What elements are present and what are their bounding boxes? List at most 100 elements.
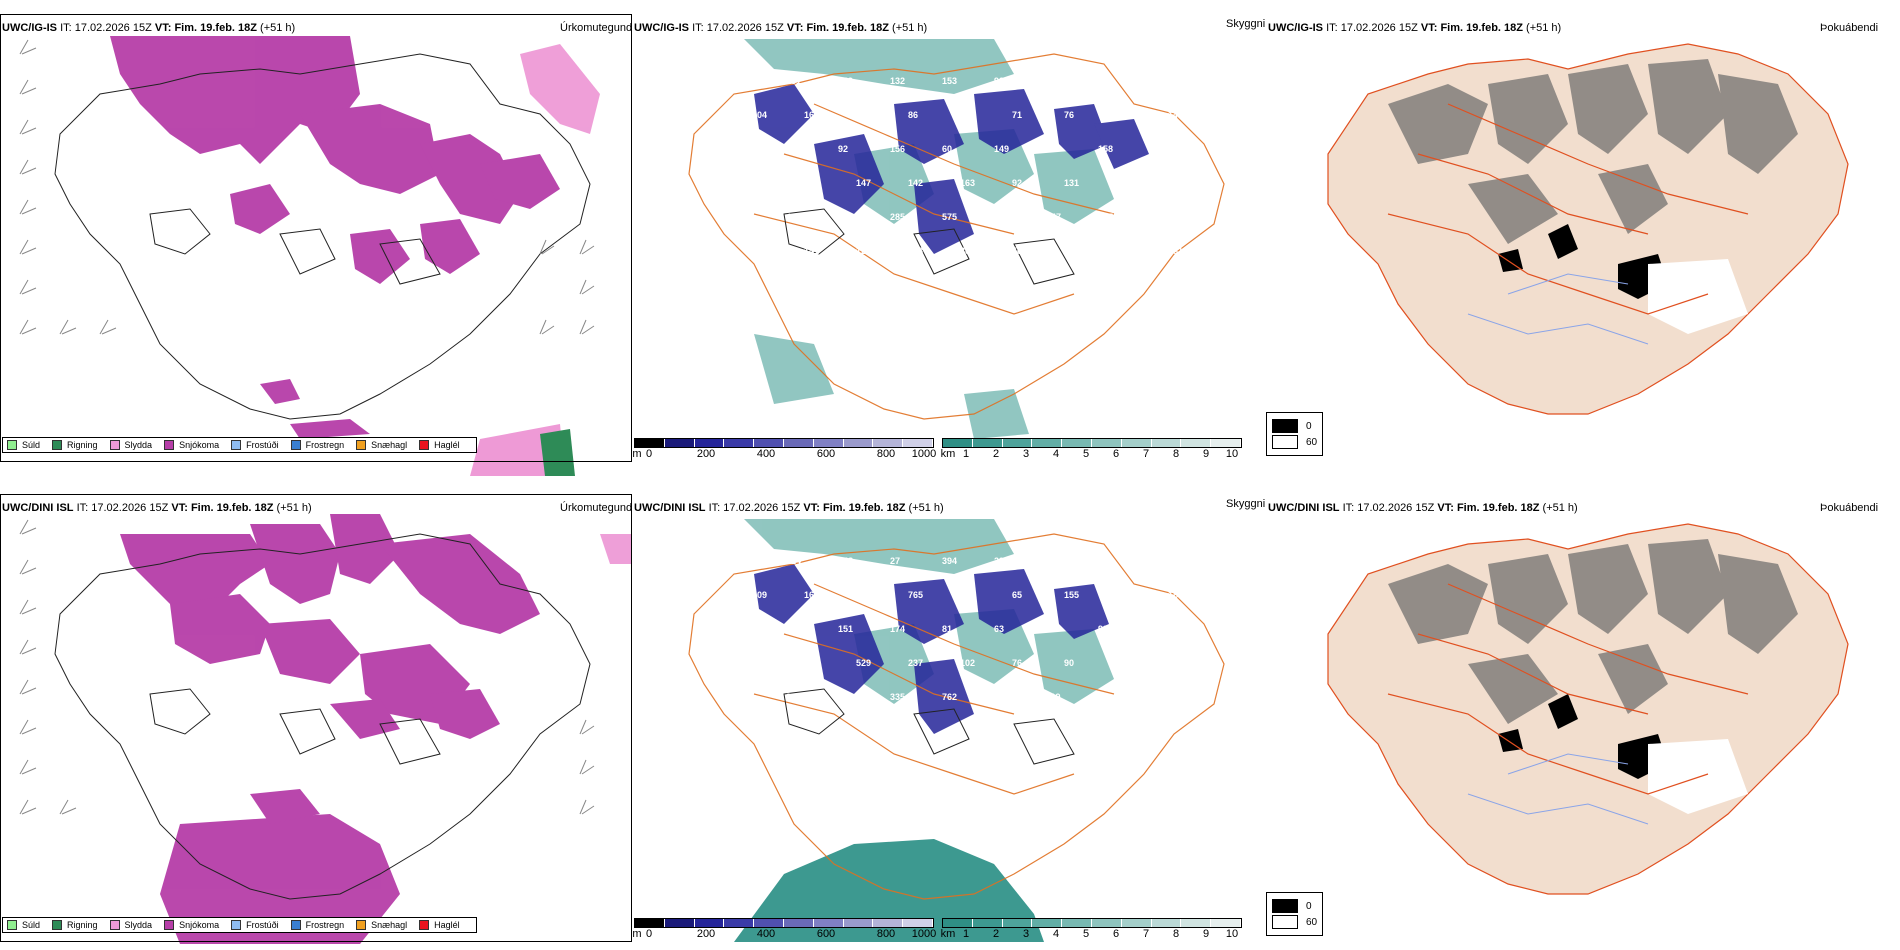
colorbar-bin	[1151, 439, 1182, 447]
cloud-labels-top: 127 151 189 132 153 92 168 181 199 204 160 87 86 309 7…	[734, 76, 1183, 290]
cloudbase-label: 347	[1046, 212, 1061, 222]
cloudbase-label: 254	[838, 212, 853, 222]
precip-title-bottom: UWC/DINI ISL IT: 17.02.2026 15Z VT: Fim.…	[2, 502, 312, 514]
cloudbase-label: 335	[890, 692, 905, 702]
cloudbase-label: 148	[838, 556, 853, 566]
cloud-map-top: 127 151 189 132 153 92 168 181 199 204 160 87 86 309 7…	[688, 39, 1225, 439]
legend-item: Haglél	[419, 920, 460, 930]
legend-swatch-frostudi	[231, 440, 242, 450]
cloudbase-label: 186	[1168, 590, 1183, 600]
visibility-ticks: km 1 2 3 4 5 6 7 8 9 10	[940, 448, 1239, 460]
cloud-name-bottom: Skyggni	[1226, 498, 1266, 510]
cloudbase-label: 233	[1150, 212, 1165, 222]
cloudbase-label: 132	[890, 76, 905, 86]
cloudbase-label: 104	[786, 144, 801, 154]
cloudbase-label: 208	[786, 692, 801, 702]
cloudbase-label: 92	[1012, 178, 1022, 188]
precip-name-bottom: Úrkomutegund	[560, 502, 633, 514]
cloudbase-label: 56	[1012, 246, 1022, 256]
colorbar-bin	[783, 919, 814, 927]
cloudbase-label: 485	[804, 658, 819, 668]
colorbar-bin	[1181, 439, 1212, 447]
cloudbase-label: 183	[804, 178, 819, 188]
cloudbase-label: 79	[1098, 556, 1108, 566]
cloudbase-label: 134	[960, 590, 975, 600]
colorbar-bin	[724, 919, 755, 927]
cloudbase-label: 81	[942, 624, 952, 634]
cloudbase-label: 151	[838, 624, 853, 634]
cloudbase-label: 308	[908, 246, 923, 256]
cloudbase-label: 60	[942, 144, 952, 154]
cloudbase-label: 149	[994, 144, 1009, 154]
cloudbase-label: 762	[942, 692, 957, 702]
legend-item: Frostúði	[231, 440, 279, 450]
cloudbase-label: 127	[734, 556, 749, 566]
colorbar-bin	[724, 439, 755, 447]
cloudbase-label: 765	[908, 590, 923, 600]
legend-swatch-slydda	[109, 440, 120, 450]
colorbar-bin	[783, 439, 814, 447]
colorbar-bin	[903, 919, 933, 927]
colorbar-bin	[873, 439, 904, 447]
fog-swatch-0	[1272, 419, 1298, 433]
cloudbase-label: 147	[856, 178, 871, 188]
precip-legend-top: Súld Rigning Slydda Snjókoma Frostúði Fr…	[2, 437, 477, 453]
precip-map-top	[0, 14, 632, 476]
colorbar-bin	[1032, 919, 1063, 927]
visibility-strip	[942, 918, 1242, 928]
colorbar-bin	[843, 439, 874, 447]
cloudbase-strip	[634, 438, 934, 448]
cloudbase-label: 187	[1150, 144, 1165, 154]
cloudbase-label: 163	[960, 178, 975, 188]
colorbar-bin	[754, 919, 784, 927]
legend-item: Snæhagl	[356, 920, 407, 930]
cloudbase-label: 92	[838, 144, 848, 154]
fog-panel-bottom	[1268, 494, 1900, 942]
legend-item: Slydda	[109, 440, 152, 450]
cloudbase-label: 156	[890, 144, 905, 154]
legend-item: Slydda	[109, 920, 152, 930]
cloudbase-label: 119	[1046, 692, 1061, 702]
fog-panel-top	[1268, 14, 1900, 462]
cloudbase-label: 131	[734, 280, 749, 290]
legend-item: Snjókoma	[164, 920, 219, 930]
cloudbase-label: 984	[734, 212, 749, 222]
cloudbase-label: 130	[1150, 624, 1165, 634]
cloudbase-label: 133	[1168, 658, 1183, 668]
legend-swatch-snjokoma	[164, 440, 175, 450]
cloudbase-label: 237	[908, 658, 923, 668]
precip-map-bottom	[0, 494, 632, 944]
precip-title-top: UWC/IG-IS IT: 17.02.2026 15Z VT: Fim. 19…	[2, 22, 296, 34]
colorbar-bin	[664, 919, 695, 927]
cloudbase-label: 210	[752, 658, 767, 668]
cloud-labels-bottom: 127 124 148 27 394 298 178 79 80 109 160 138 765 134 6…	[734, 556, 1183, 702]
legend-swatch-frostregn	[290, 440, 301, 450]
colorbar-bin	[1181, 919, 1212, 927]
colorbar-bin	[1151, 919, 1182, 927]
cloudbase-label: 151	[786, 76, 801, 86]
cloudbase-colorbar-top: m 0 200 400 600 800 1000	[632, 438, 936, 460]
cloudbase-label: 87	[856, 110, 866, 120]
cloudbase-label: 111	[752, 246, 766, 256]
colorbar-bin	[1211, 919, 1241, 927]
cloudbase-label: 76	[1012, 658, 1022, 668]
cloudbase-label: 407	[1098, 212, 1113, 222]
cloudbase-label: 199	[1150, 76, 1165, 86]
colorbar-bin	[1062, 919, 1092, 927]
precip-legend-bottom: Súld Rigning Slydda Snjókoma Frostúði Fr…	[2, 917, 477, 933]
fog-legend-top: 0 60	[1266, 412, 1324, 456]
cloudbase-label: 138	[856, 590, 871, 600]
colorbar-bin	[694, 439, 725, 447]
cloudbase-label: 71	[1012, 110, 1022, 120]
cloudbase-colorbar-bottom: m 0 200 400 600 800 1000	[632, 918, 937, 940]
cloudbase-label: 65	[1012, 590, 1022, 600]
colorbar-bin	[694, 919, 725, 927]
precip-panel-top	[0, 14, 632, 476]
cloudbase-ticks: m 0 200 400 600 800 1000	[632, 928, 937, 940]
legend-swatch-haglel	[419, 440, 430, 450]
cloudbase-label: 382	[1116, 178, 1131, 188]
cloudbase-label: 127	[734, 144, 749, 154]
colorbar-bin	[1121, 919, 1152, 927]
cloudbase-label: 942	[1116, 246, 1131, 256]
cloudbase-label: 80	[1150, 556, 1160, 566]
